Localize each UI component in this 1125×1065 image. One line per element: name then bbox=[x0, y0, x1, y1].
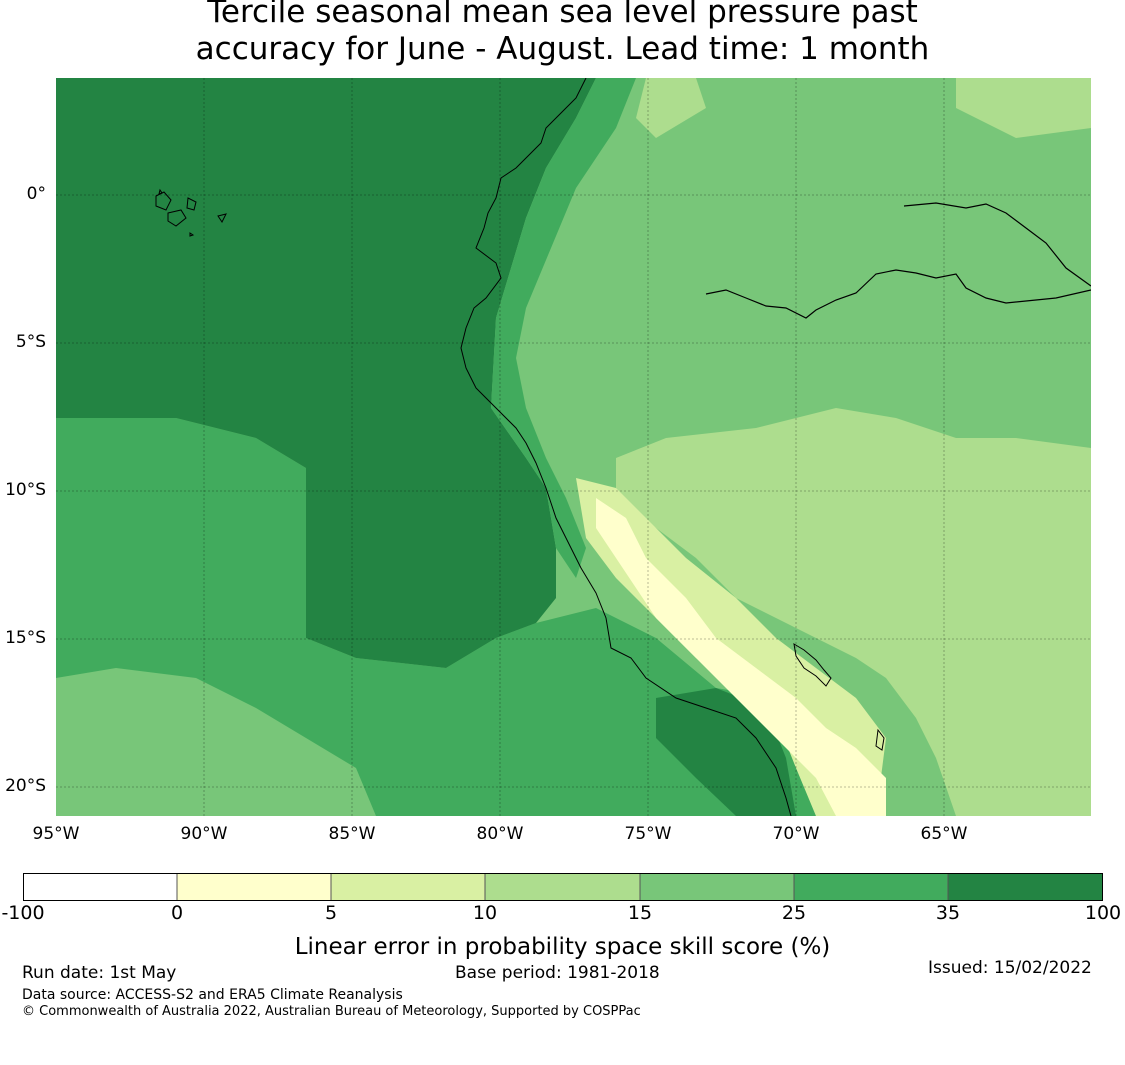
region-15-25-sw bbox=[56, 668, 376, 816]
title-line-2: accuracy for June - August. Lead time: 1… bbox=[195, 31, 930, 67]
colorbar bbox=[23, 873, 1103, 901]
colorbar-segment-35-100 bbox=[948, 873, 1103, 901]
colorbar-segment-neg100-0 bbox=[23, 873, 177, 901]
lon-tick-80w: 80°W bbox=[476, 824, 524, 844]
lon-tick-95w: 95°W bbox=[32, 824, 80, 844]
lat-tick-15s: 15°S bbox=[5, 628, 46, 648]
title-line-1: Tercile seasonal mean sea level pressure… bbox=[207, 0, 918, 30]
colorbar-tick-15: 15 bbox=[627, 902, 653, 924]
map-title: Tercile seasonal mean sea level pressure… bbox=[0, 0, 1125, 68]
lon-tick-85w: 85°W bbox=[328, 824, 376, 844]
colorbar-tick-10: 10 bbox=[472, 902, 498, 924]
lat-tick-20s: 20°S bbox=[5, 776, 46, 796]
colorbar-outline bbox=[23, 873, 1103, 901]
run-date: Run date: 1st May bbox=[22, 963, 177, 983]
amazon-upper bbox=[903, 202, 1091, 287]
colorbar-segment-25-35 bbox=[794, 873, 948, 901]
colorbar-tick-100: 100 bbox=[1084, 902, 1122, 924]
data-source: Data source: ACCESS-S2 and ERA5 Climate … bbox=[22, 987, 403, 1003]
lake-poopo bbox=[875, 728, 885, 751]
colorbar-segment-0-5 bbox=[177, 873, 331, 901]
skill-score-map bbox=[56, 78, 1091, 816]
lat-tick-10s: 10°S bbox=[5, 480, 46, 500]
amazon-river bbox=[705, 269, 1091, 319]
lat-tick-0: 0° bbox=[26, 184, 46, 204]
galapagos-islands bbox=[155, 188, 227, 237]
lat-tick-5s: 5°S bbox=[15, 332, 46, 352]
region-10-15-north bbox=[636, 78, 706, 138]
colorbar-tick-25: 25 bbox=[781, 902, 807, 924]
graticule bbox=[56, 78, 1091, 816]
colorbar-segment-10-15 bbox=[485, 873, 640, 901]
lake-titicaca bbox=[793, 643, 832, 687]
lon-tick-70w: 70°W bbox=[772, 824, 820, 844]
region-10-15-land bbox=[616, 408, 1091, 816]
region-35-100-ocean bbox=[56, 78, 596, 668]
colorbar-tick-neg100: -100 bbox=[1, 902, 45, 924]
lon-tick-75w: 75°W bbox=[624, 824, 672, 844]
colorbar-tick-0: 0 bbox=[170, 902, 184, 924]
coastline bbox=[460, 78, 792, 816]
region-10-15-ne bbox=[956, 78, 1091, 138]
region-0-5-altiplano bbox=[596, 498, 886, 816]
base-period: Base period: 1981-2018 bbox=[455, 963, 660, 983]
region-25-35-coast bbox=[491, 78, 636, 578]
copyright: © Commonwealth of Australia 2022, Austra… bbox=[22, 1004, 641, 1019]
colorbar-label: Linear error in probability space skill … bbox=[294, 934, 831, 960]
lon-tick-90w: 90°W bbox=[180, 824, 228, 844]
colorbar-tick-5: 5 bbox=[324, 902, 338, 924]
lon-tick-65w: 65°W bbox=[920, 824, 968, 844]
colorbar-segment-15-25 bbox=[640, 873, 794, 901]
colorbar-tick-35: 35 bbox=[935, 902, 961, 924]
issued-date: Issued: 15/02/2022 bbox=[928, 958, 1092, 978]
colorbar-segment-5-10 bbox=[331, 873, 485, 901]
